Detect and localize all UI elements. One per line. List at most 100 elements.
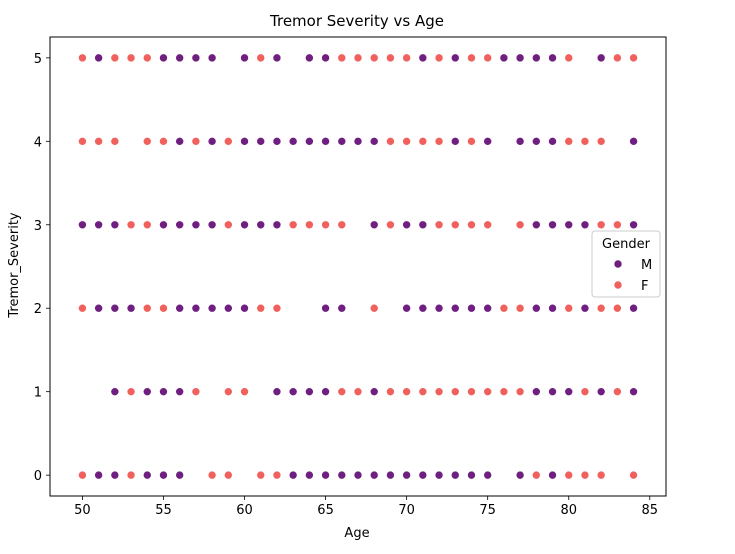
data-point-m xyxy=(191,53,201,63)
data-point-m xyxy=(159,53,168,63)
data-point-m xyxy=(532,137,541,146)
data-point-f xyxy=(272,303,282,313)
data-point-f xyxy=(78,53,87,63)
data-point-f xyxy=(613,53,622,63)
data-point-m xyxy=(126,303,136,313)
data-point-m xyxy=(305,387,314,396)
y-tick-label: 2 xyxy=(34,302,42,317)
data-point-f xyxy=(564,303,574,313)
data-point-m xyxy=(353,137,363,146)
data-point-f xyxy=(256,470,266,480)
data-point-f xyxy=(596,303,606,313)
data-point-m xyxy=(175,387,184,396)
data-point-f xyxy=(159,303,168,313)
data-point-m xyxy=(207,53,217,63)
x-tick-label: 65 xyxy=(317,503,334,518)
data-point-m xyxy=(337,137,347,146)
data-point-m xyxy=(629,387,638,396)
data-point-f xyxy=(224,387,233,396)
y-tick-label: 1 xyxy=(34,386,42,401)
x-tick-label: 80 xyxy=(560,503,577,518)
data-point-m xyxy=(110,470,120,480)
data-point-m xyxy=(548,220,557,230)
data-point-f xyxy=(126,53,136,63)
data-point-f xyxy=(142,220,152,230)
data-point-m xyxy=(532,220,541,230)
data-point-f xyxy=(224,220,233,230)
data-point-m xyxy=(159,470,168,480)
data-point-m xyxy=(94,53,103,63)
data-point-f xyxy=(386,220,395,230)
data-point-f xyxy=(142,53,152,63)
data-point-f xyxy=(629,470,638,480)
data-point-f xyxy=(256,303,266,313)
data-point-f xyxy=(580,387,590,396)
data-point-f xyxy=(418,137,428,146)
data-point-m xyxy=(337,470,347,480)
y-tick-label: 3 xyxy=(34,219,42,234)
data-point-f xyxy=(126,470,136,480)
data-point-f xyxy=(386,53,395,63)
legend-marker-f xyxy=(613,280,623,290)
data-point-m xyxy=(434,303,444,313)
data-point-f xyxy=(402,387,411,396)
data-point-m xyxy=(175,303,184,313)
data-point-m xyxy=(94,470,103,480)
data-point-f xyxy=(596,137,606,146)
data-point-f xyxy=(596,470,606,480)
data-point-m xyxy=(159,220,168,230)
data-point-f xyxy=(142,303,152,313)
legend-label-m: M xyxy=(641,258,652,273)
data-point-f xyxy=(272,470,282,480)
data-point-m xyxy=(110,303,120,313)
data-point-m xyxy=(321,470,330,480)
data-point-m xyxy=(321,137,330,146)
data-point-m xyxy=(175,53,184,63)
data-point-m xyxy=(548,137,557,146)
data-point-f xyxy=(369,303,379,313)
data-point-m xyxy=(369,137,379,146)
data-point-f xyxy=(191,137,201,146)
data-point-m xyxy=(94,303,103,313)
x-tick-label: 85 xyxy=(642,503,659,518)
data-point-f xyxy=(434,387,444,396)
data-point-f xyxy=(386,387,395,396)
data-point-m xyxy=(288,470,298,480)
data-point-m xyxy=(142,387,152,396)
data-point-m xyxy=(532,303,541,313)
data-point-f xyxy=(353,53,363,63)
data-point-f xyxy=(613,387,622,396)
data-point-m xyxy=(369,470,379,480)
data-point-f xyxy=(224,470,233,480)
data-point-m xyxy=(629,303,638,313)
data-point-m xyxy=(548,303,557,313)
data-point-m xyxy=(402,470,411,480)
data-point-m xyxy=(402,303,411,313)
data-point-f xyxy=(532,470,541,480)
data-point-m xyxy=(272,220,282,230)
x-tick-label: 55 xyxy=(155,503,172,518)
data-point-m xyxy=(418,220,428,230)
data-point-m xyxy=(450,470,460,480)
x-tick-label: 70 xyxy=(398,503,415,518)
data-point-f xyxy=(580,137,590,146)
data-point-m xyxy=(467,470,476,480)
data-point-m xyxy=(305,137,314,146)
data-point-f xyxy=(564,470,574,480)
data-point-f xyxy=(386,137,395,146)
data-point-m xyxy=(434,470,444,480)
points-layer xyxy=(78,53,638,480)
data-point-m xyxy=(240,137,249,146)
data-point-m xyxy=(321,303,330,313)
data-point-f xyxy=(402,137,411,146)
data-point-f xyxy=(564,137,574,146)
x-tick-label: 75 xyxy=(479,503,496,518)
data-point-f xyxy=(499,303,509,313)
legend: Gender M F xyxy=(591,230,661,298)
data-point-m xyxy=(450,53,460,63)
data-point-m xyxy=(240,303,249,313)
legend-label-f: F xyxy=(641,279,648,294)
data-point-f xyxy=(467,220,476,230)
data-point-m xyxy=(191,220,201,230)
data-point-f xyxy=(467,137,476,146)
